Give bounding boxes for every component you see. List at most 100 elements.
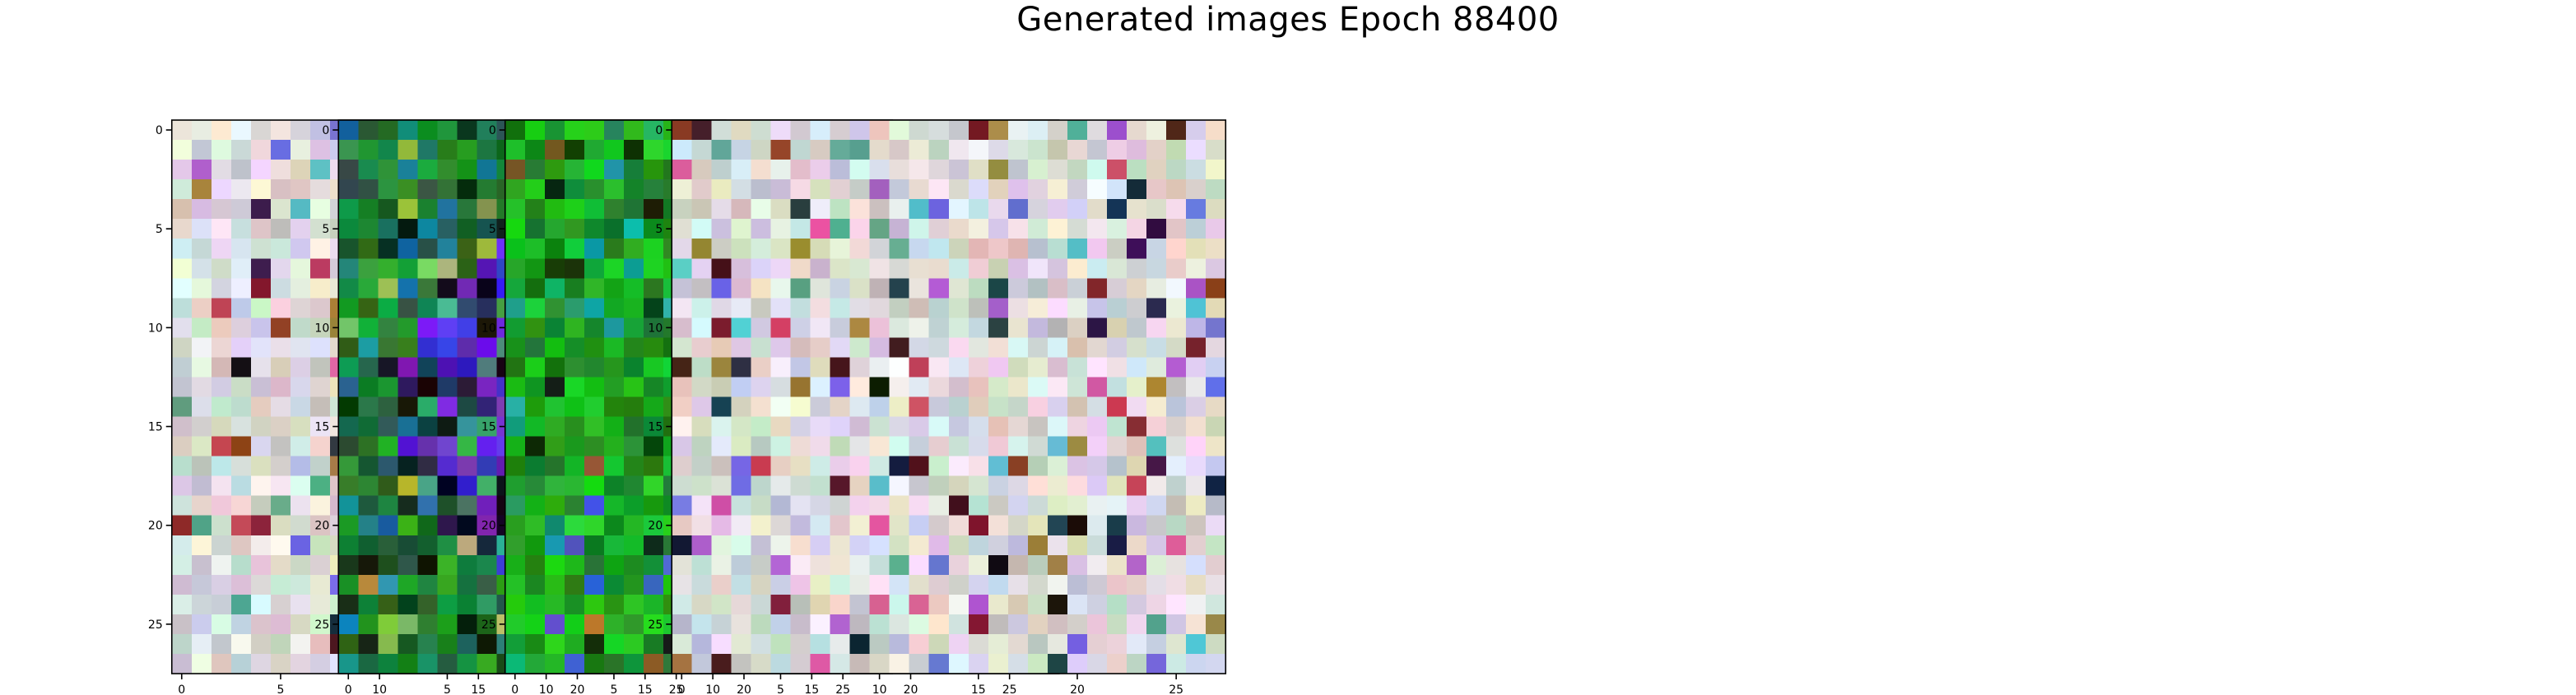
- pixel-cell: [1107, 555, 1128, 576]
- pixel-cell: [457, 239, 477, 259]
- pixel-cell: [1067, 120, 1088, 141]
- pixel-cell: [1186, 476, 1207, 497]
- pixel-cell: [1166, 634, 1187, 655]
- pixel-cell: [624, 456, 644, 477]
- pixel-cell: [1186, 535, 1207, 556]
- pixel-cell: [1048, 516, 1068, 536]
- pixel-cell: [505, 357, 526, 378]
- pixel-cell: [1127, 199, 1147, 220]
- pixel-cell: [672, 456, 692, 477]
- pixel-cell: [672, 575, 692, 595]
- pixel-cell: [584, 140, 605, 160]
- pixel-cell: [850, 160, 871, 180]
- pixel-cell: [1146, 239, 1167, 259]
- pixel-cell: [624, 377, 644, 397]
- pixel-cell: [811, 555, 831, 576]
- pixel-cell: [358, 437, 379, 457]
- pixel-cell: [172, 160, 193, 180]
- pixel-cell: [1186, 120, 1207, 141]
- pixel-cell: [1067, 199, 1088, 220]
- pixel-cell: [624, 614, 644, 635]
- pixel-cell: [398, 298, 418, 318]
- pixel-cell: [310, 456, 331, 477]
- pixel-cell: [624, 496, 644, 517]
- pixel-cell: [1087, 496, 1108, 517]
- pixel-cell: [870, 476, 890, 497]
- pixel-cell: [1087, 239, 1108, 259]
- pixel-cell: [870, 120, 890, 141]
- pixel-cell: [988, 634, 1009, 655]
- pixel-cell: [505, 160, 526, 180]
- pixel-cell: [437, 575, 458, 595]
- pixel-cell: [505, 377, 526, 397]
- pixel-cell: [890, 614, 910, 635]
- pixel-cell: [604, 614, 625, 635]
- pixel-cell: [1166, 496, 1187, 517]
- pixel-cell: [949, 555, 969, 576]
- pixel-cell: [811, 456, 831, 477]
- pixel-cell: [378, 219, 398, 239]
- pixel-cell: [251, 476, 272, 497]
- pixel-cell: [1166, 377, 1187, 397]
- pixel-cell: [1107, 317, 1128, 338]
- pixel-cell: [1008, 377, 1029, 397]
- pixel-cell: [457, 555, 477, 576]
- pixel-cell: [525, 516, 546, 536]
- pixel-cell: [192, 357, 212, 378]
- pixel-cell: [172, 337, 193, 358]
- pixel-cell: [1127, 239, 1147, 259]
- pixel-cell: [417, 654, 438, 674]
- pixel-cell: [870, 258, 890, 279]
- pixel-cell: [731, 535, 751, 556]
- pixel-cell: [1166, 199, 1187, 220]
- pixel-cell: [1146, 120, 1167, 141]
- pixel-cell: [909, 476, 930, 497]
- pixel-cell: [338, 595, 359, 615]
- pixel-cell: [850, 357, 871, 378]
- pixel-cell: [457, 535, 477, 556]
- pixel-cell: [358, 397, 379, 418]
- pixel-cell: [1166, 614, 1187, 635]
- pixel-cell: [969, 140, 989, 160]
- pixel-cell: [310, 337, 331, 358]
- pixel-cell: [545, 337, 565, 358]
- pixel-cell: [437, 397, 458, 418]
- pixel-cell: [790, 595, 811, 615]
- pixel-cell: [890, 516, 910, 536]
- pixel-cell: [212, 140, 232, 160]
- pixel-cell: [1186, 278, 1207, 299]
- pixel-cell: [1206, 417, 1226, 438]
- pixel-cell: [850, 575, 871, 595]
- pixel-cell: [811, 140, 831, 160]
- pixel-cell: [565, 456, 585, 477]
- pixel-cell: [949, 456, 969, 477]
- pixel-cell: [949, 278, 969, 299]
- pixel-cell: [310, 634, 331, 655]
- pixel-cell: [1028, 179, 1049, 200]
- pixel-cell: [711, 179, 732, 200]
- pixel-cell: [358, 219, 379, 239]
- pixel-cell: [1107, 437, 1128, 457]
- pixel-cell: [565, 575, 585, 595]
- pixel-cell: [251, 516, 272, 536]
- pixel-cell: [398, 496, 418, 517]
- pixel-cell: [398, 317, 418, 338]
- pixel-cell: [644, 437, 664, 457]
- pixel-cell: [790, 417, 811, 438]
- pixel-cell: [1067, 496, 1088, 517]
- pixel-cell: [192, 179, 212, 200]
- pixel-cell: [624, 437, 644, 457]
- pixel-cell: [525, 476, 546, 497]
- pixel-cell: [691, 614, 712, 635]
- pixel-cell: [192, 456, 212, 477]
- pixel-cell: [1146, 397, 1167, 418]
- pixel-cell: [545, 317, 565, 338]
- pixel-cell: [310, 555, 331, 576]
- pixel-cell: [545, 140, 565, 160]
- pixel-cell: [565, 535, 585, 556]
- pixel-cell: [1067, 516, 1088, 536]
- pixel-cell: [770, 535, 791, 556]
- x-tick-label: 20: [570, 683, 585, 695]
- pixel-cell: [565, 437, 585, 457]
- pixel-cell: [398, 337, 418, 358]
